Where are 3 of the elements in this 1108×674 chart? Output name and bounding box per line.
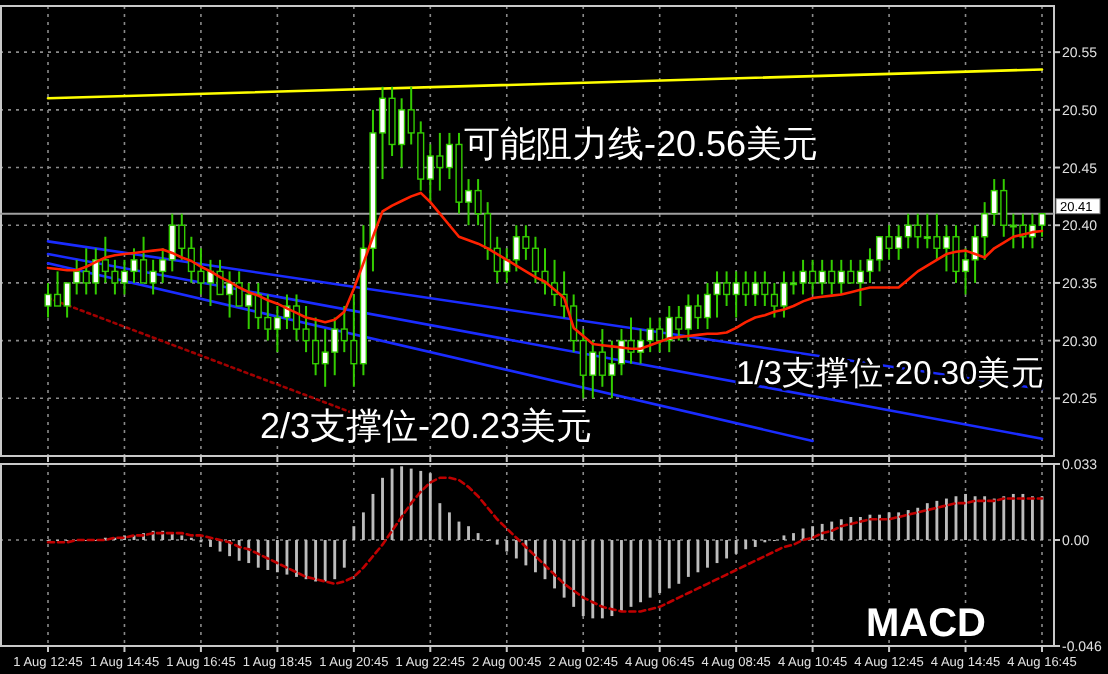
annotation: MACD (866, 602, 986, 646)
annotation: 2/3支撑位-20.23美元 (260, 406, 593, 446)
annotation: 可能阻力线-20.56美元 (464, 124, 819, 164)
